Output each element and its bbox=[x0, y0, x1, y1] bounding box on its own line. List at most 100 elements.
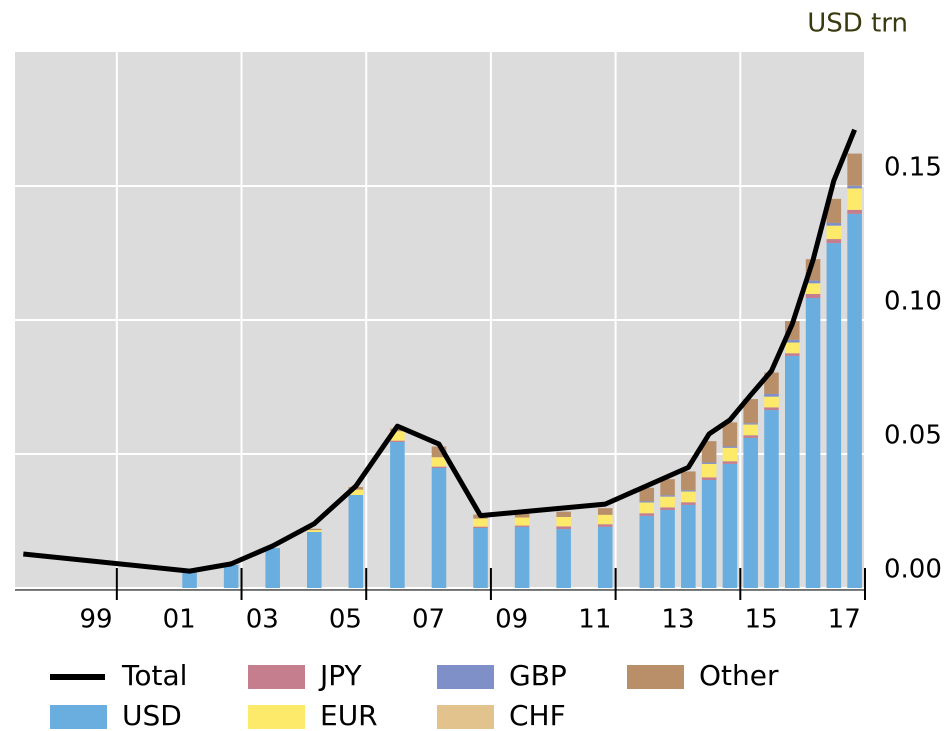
bar-segment bbox=[597, 514, 613, 525]
x-tick-label: 05 bbox=[329, 605, 362, 635]
bar-segment bbox=[223, 564, 239, 588]
x-tick-label: 11 bbox=[578, 605, 611, 635]
bar-segment bbox=[431, 466, 447, 468]
x-tick-label: 99 bbox=[80, 605, 113, 635]
bar-segment bbox=[660, 496, 675, 508]
legend-swatch bbox=[248, 705, 305, 729]
bar-segment bbox=[701, 441, 717, 463]
bar-segment bbox=[847, 185, 862, 189]
legend-swatch bbox=[627, 665, 684, 689]
bar-segment bbox=[639, 487, 655, 502]
bar-segment bbox=[743, 437, 758, 588]
bar-segment bbox=[390, 440, 405, 442]
bar-segment bbox=[784, 355, 800, 588]
bar-segment bbox=[390, 441, 405, 588]
bar-segment bbox=[473, 527, 488, 588]
bar-segment bbox=[681, 504, 696, 588]
legend-swatch bbox=[248, 665, 305, 689]
bar-segment bbox=[473, 518, 488, 527]
bar-segment bbox=[805, 298, 821, 588]
total-line bbox=[23, 128, 857, 574]
y-tick-label: 0.10 bbox=[884, 287, 942, 317]
x-tick-label: 09 bbox=[495, 605, 528, 635]
bar-segment bbox=[556, 511, 571, 517]
bar-segment bbox=[306, 531, 322, 588]
bar-segment bbox=[701, 477, 717, 480]
bar-segment bbox=[805, 280, 821, 284]
bar-segment bbox=[805, 283, 821, 295]
bar-segment bbox=[784, 339, 800, 343]
bar-segment bbox=[722, 422, 738, 447]
legend-label: CHF bbox=[509, 699, 566, 731]
y-tick-label: 0.00 bbox=[884, 555, 942, 585]
legend-swatch bbox=[437, 705, 494, 729]
bar-segment bbox=[660, 495, 675, 497]
y-tick-label: 0.05 bbox=[884, 421, 942, 451]
legend-swatch bbox=[437, 665, 494, 689]
bar-segment bbox=[639, 501, 655, 503]
x-tick-label: 17 bbox=[828, 605, 861, 635]
x-tick-label: 15 bbox=[745, 605, 778, 635]
bar-segment bbox=[681, 471, 696, 491]
bar-segment bbox=[660, 507, 675, 511]
bar-segment bbox=[556, 529, 571, 588]
bar-segment bbox=[348, 489, 364, 496]
bar-segment bbox=[514, 512, 530, 518]
bar-segment bbox=[701, 463, 717, 478]
bar-segment bbox=[639, 513, 655, 516]
bar-segment bbox=[743, 424, 758, 436]
bar-segment bbox=[306, 528, 322, 531]
x-tick-label: 01 bbox=[163, 605, 196, 635]
bar-segment bbox=[826, 243, 842, 589]
x-tick-label: 07 bbox=[412, 605, 445, 635]
bar-segment bbox=[826, 198, 842, 223]
bar-segment bbox=[743, 423, 758, 425]
bar-segment bbox=[306, 530, 322, 532]
bar-segment bbox=[597, 508, 613, 515]
legend-label: Other bbox=[699, 659, 779, 692]
bar-segment bbox=[348, 495, 364, 588]
unit-label: USD trn bbox=[807, 9, 908, 39]
bar-segment bbox=[473, 526, 488, 528]
bar-segment bbox=[722, 447, 738, 462]
y-tick-label: 0.15 bbox=[884, 153, 942, 183]
bar-segment bbox=[847, 153, 862, 186]
bar-segment bbox=[826, 239, 842, 244]
bar-segment bbox=[701, 479, 717, 588]
bar-segment bbox=[681, 491, 696, 503]
bar-segment bbox=[182, 571, 197, 588]
bar-segment bbox=[764, 396, 779, 408]
bar-segment bbox=[265, 548, 280, 588]
bar-segment bbox=[556, 526, 571, 530]
legend-label: Total bbox=[121, 659, 187, 692]
legend-label: USD bbox=[122, 699, 182, 731]
x-tick-label: 13 bbox=[661, 605, 694, 635]
bar-segment bbox=[681, 490, 696, 492]
bar-segment bbox=[847, 209, 862, 214]
bar-segment bbox=[597, 526, 613, 588]
bar-segment bbox=[764, 407, 779, 411]
bar-segment bbox=[431, 467, 447, 588]
legend-label: GBP bbox=[509, 659, 567, 692]
bar-segment bbox=[764, 393, 779, 397]
bar-segment bbox=[597, 524, 613, 527]
bar-segment bbox=[431, 446, 447, 458]
bar-segment bbox=[847, 213, 862, 588]
bar-segment bbox=[390, 431, 405, 441]
bar-segment bbox=[847, 188, 862, 210]
bar-segment bbox=[805, 294, 821, 299]
legend-swatch bbox=[50, 705, 107, 729]
bar-segment bbox=[514, 526, 530, 588]
bar-segment bbox=[639, 515, 655, 588]
bar-segment bbox=[514, 525, 530, 527]
bar-segment bbox=[722, 446, 738, 448]
bar-segment bbox=[826, 225, 842, 240]
bar-segment bbox=[681, 502, 696, 505]
legend-label: JPY bbox=[318, 659, 363, 692]
bar-segment bbox=[743, 435, 758, 438]
bar-segment bbox=[556, 516, 571, 527]
bar-segment bbox=[722, 463, 738, 588]
x-tick-label: 03 bbox=[246, 605, 279, 635]
